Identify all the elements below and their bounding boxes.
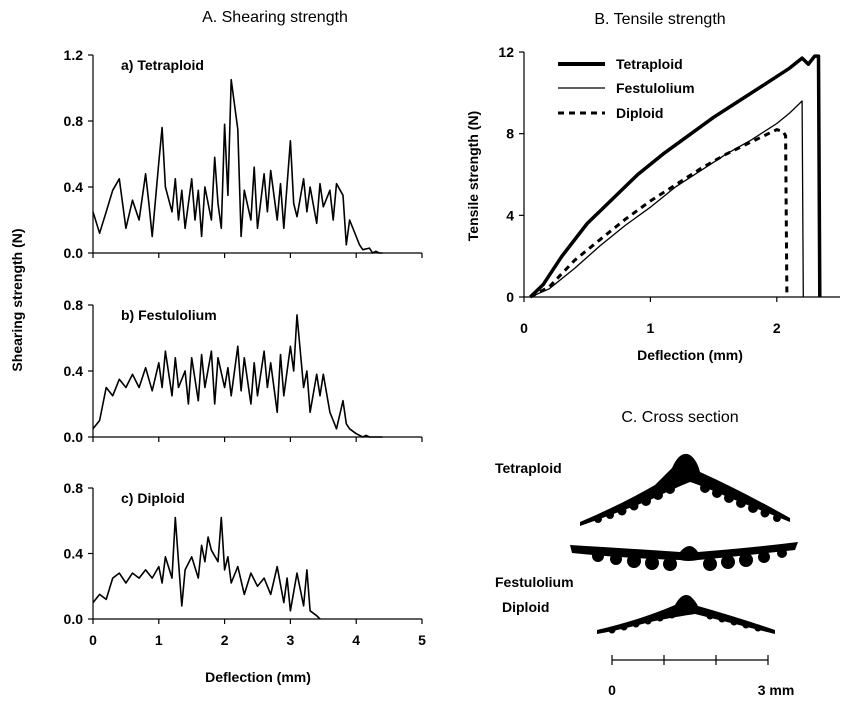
y-tick-label: 0.0 xyxy=(64,429,84,445)
cross-section-diploid-bumps xyxy=(608,611,762,634)
subplot-festulolium: 0.0 0.4 0.8 b) Festulolium xyxy=(64,297,423,445)
panel-a-title: A. Shearing strength xyxy=(202,9,348,26)
subplot-diploid: 0.0 0.4 0.8 0 1 2 3 4 5 c) Diploid xyxy=(64,480,427,648)
y-tick-label: 0.8 xyxy=(64,480,84,496)
cross-section-tetraploid xyxy=(580,453,790,526)
y-tick-label: 0.0 xyxy=(64,245,84,261)
cross-section-diploid xyxy=(597,595,775,634)
y-tick-label: 0.4 xyxy=(64,179,84,195)
x-tick-label: 2 xyxy=(221,632,229,648)
legend-label-tetraploid: Tetraploid xyxy=(616,56,683,72)
cross-section-tetraploid-bumps xyxy=(594,483,781,523)
cross-section-festulolium-bumps xyxy=(592,548,787,571)
scale-bar-start-label: 0 xyxy=(608,682,616,698)
panel-b-xlabel: Deflection (mm) xyxy=(637,347,743,363)
x-tick-label: 2 xyxy=(773,320,781,336)
cross-section-festulolium-shape xyxy=(570,542,798,561)
scale-bar: 0 3 mm xyxy=(608,655,794,698)
x-tick-label: 0 xyxy=(89,632,97,648)
cross-section-tetraploid-shape xyxy=(580,453,790,526)
x-tick-label: 0 xyxy=(520,320,528,336)
series-line-festulolium xyxy=(530,100,804,298)
x-tick-label: 5 xyxy=(418,632,426,648)
y-tick-label: 4 xyxy=(506,207,514,223)
y-tick-label: 8 xyxy=(506,126,514,142)
subplot-label: c) Diploid xyxy=(121,490,185,506)
legend: Tetraploid Festulolium Diploid xyxy=(558,56,695,121)
y-tick-label: 12 xyxy=(498,44,514,60)
cross-section-diploid-shape xyxy=(597,595,775,634)
subplot-label: b) Festulolium xyxy=(121,307,217,323)
series-line-tetraploid xyxy=(529,54,822,299)
cross-section-label-festulolium: Festulolium xyxy=(495,574,574,590)
subplot-label: a) Tetraploid xyxy=(121,57,204,73)
panel-a-shearing-strength: A. Shearing strength Shearing strength (… xyxy=(9,9,426,685)
y-tick-label: 0.8 xyxy=(64,297,84,313)
y-tick-label: 0.8 xyxy=(64,113,84,129)
panel-b-tensile-strength: B. Tensile strength Tensile strength (N)… xyxy=(465,11,840,363)
y-tick-label: 0.4 xyxy=(64,546,84,562)
x-tick-label: 1 xyxy=(155,632,163,648)
cross-section-label-diploid: Diploid xyxy=(502,599,549,615)
cross-section-festulolium xyxy=(570,542,798,571)
subplot-tetraploid: 0.0 0.4 0.8 1.2 a) Tetraploid xyxy=(64,47,423,261)
cross-section-label-tetraploid: Tetraploid xyxy=(495,460,562,476)
x-tick-label: 4 xyxy=(352,632,360,648)
panel-c-cross-section: C. Cross section Tetraploid Festulolium … xyxy=(495,409,798,698)
series-line-diploid xyxy=(529,128,789,299)
panel-a-ylabel: Shearing strength (N) xyxy=(9,228,25,371)
scale-bar-end-label: 3 mm xyxy=(758,682,795,698)
x-tick-label: 1 xyxy=(647,320,655,336)
y-tick-label: 1.2 xyxy=(64,47,84,63)
x-tick-label: 3 xyxy=(287,632,295,648)
legend-label-diploid: Diploid xyxy=(616,105,663,121)
shearing-strength-line xyxy=(92,516,321,620)
panel-c-title: C. Cross section xyxy=(621,409,738,426)
shearing-strength-line xyxy=(92,78,383,254)
y-tick-label: 0 xyxy=(506,289,514,305)
panel-b-title: B. Tensile strength xyxy=(594,11,725,28)
shearing-strength-line xyxy=(92,314,383,438)
y-tick-label: 0.4 xyxy=(64,363,84,379)
legend-label-festulolium: Festulolium xyxy=(616,80,695,96)
y-tick-label: 0.0 xyxy=(64,611,84,627)
panel-a-xlabel: Deflection (mm) xyxy=(205,669,311,685)
panel-b-ylabel: Tensile strength (N) xyxy=(465,111,481,241)
